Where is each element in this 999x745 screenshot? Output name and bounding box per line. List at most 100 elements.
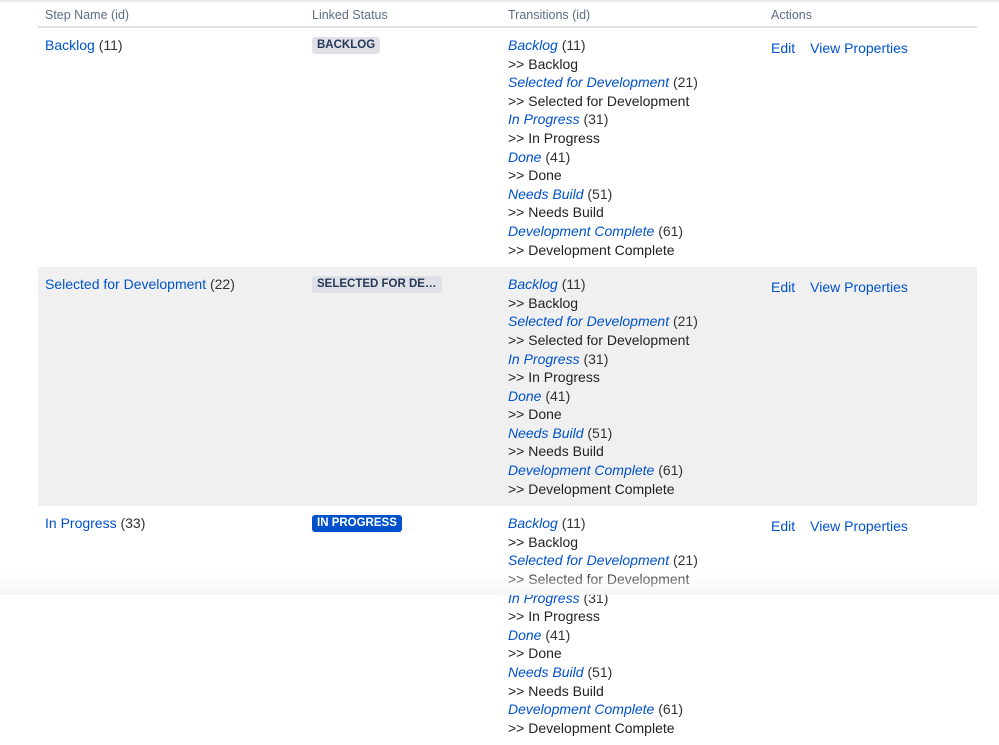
edit-link[interactable]: Edit [771, 279, 796, 296]
transition-id: (41) [545, 626, 571, 643]
status-badge: BACKLOG [312, 37, 381, 54]
step-name-link[interactable]: Backlog [45, 37, 95, 53]
transition-id: (11) [561, 276, 586, 293]
step-name-cell: Selected for Development (22) [38, 267, 305, 507]
transition-target: >> Done [508, 645, 562, 662]
transition-link[interactable]: In Progress [508, 111, 580, 128]
actions-cell: Edit View Properties [764, 506, 977, 745]
transition-id: (61) [658, 462, 684, 479]
transition-link[interactable]: Backlog [508, 276, 558, 293]
view-properties-link[interactable]: View Properties [810, 518, 908, 535]
transition-id: (41) [545, 387, 571, 404]
transition-link[interactable]: Development Complete [508, 222, 655, 239]
transition: Selected for Development (21) [508, 73, 757, 92]
linked-status-cell: BACKLOG [305, 27, 501, 267]
transition-link[interactable]: Done [508, 387, 542, 404]
top-border [0, 0, 999, 2]
transition: Needs Build (51) [508, 185, 757, 204]
transition-id: (11) [561, 37, 586, 53]
transition-target: >> Development Complete [508, 241, 675, 258]
transition: Needs Build (51) [508, 424, 757, 443]
transition: Done (41) [508, 626, 757, 645]
transition: Backlog (11) [508, 36, 757, 55]
transition: In Progress (31) [508, 110, 757, 129]
step-id: (11) [98, 37, 123, 53]
transition: Development Complete (61) [508, 222, 757, 241]
transition-target: >> In Progress [508, 608, 600, 625]
linked-status-cell: IN PROGRESS [305, 506, 501, 745]
transition-link[interactable]: Backlog [508, 515, 558, 532]
transition: Development Complete (61) [508, 700, 757, 719]
transition: Done (41) [508, 148, 757, 167]
transition-id: (21) [672, 74, 698, 91]
transition-id: (51) [587, 424, 613, 441]
header-transitions: Transitions (id) [501, 4, 764, 28]
status-badge: IN PROGRESS [312, 515, 402, 533]
step-id: (22) [209, 276, 235, 293]
actions-cell: Edit View Properties [764, 27, 977, 267]
transition-id: (31) [583, 111, 609, 128]
transition: Development Complete (61) [508, 461, 757, 480]
transition-target: >> Needs Build [508, 682, 604, 699]
view-properties-link[interactable]: View Properties [810, 279, 908, 296]
transition-link[interactable]: Development Complete [508, 701, 655, 718]
transition-target: >> Selected for Development [508, 331, 690, 348]
transition-id: (61) [658, 222, 684, 239]
transition-link[interactable]: Done [508, 626, 542, 643]
edit-link[interactable]: Edit [771, 518, 796, 535]
transition-target: >> Backlog [508, 294, 579, 311]
actions-cell: Edit View Properties [764, 267, 977, 507]
transition-target: >> Needs Build [508, 443, 604, 460]
transition-target: >> In Progress [508, 129, 600, 146]
transition-id: (51) [587, 185, 613, 202]
transition-link[interactable]: Needs Build [508, 424, 584, 441]
step-name-link[interactable]: Selected for Development [45, 276, 207, 293]
edit-link[interactable]: Edit [771, 40, 796, 56]
transition-target: >> Done [508, 167, 562, 184]
transition: Backlog (11) [508, 275, 757, 294]
transitions-cell: Backlog (11) >> Backlog Selected for Devel… [501, 267, 764, 507]
header-actions: Actions [764, 4, 977, 28]
transition-target: >> In Progress [508, 369, 600, 386]
transition-id: (41) [545, 148, 571, 165]
transition: Done (41) [508, 387, 757, 406]
transition: Selected for Development (21) [508, 312, 757, 331]
transition-link[interactable]: Development Complete [508, 462, 655, 479]
transition-link[interactable]: Needs Build [508, 185, 584, 202]
transition: Selected for Development (21) [508, 551, 757, 570]
transition: Backlog (11) [508, 514, 757, 533]
scroll-fade [0, 571, 999, 595]
table-row: Selected for Development (22) SELECTED F… [38, 267, 977, 507]
transition-link[interactable]: Selected for Development [508, 74, 670, 91]
transition-link[interactable]: Backlog [508, 37, 558, 53]
transition-target: >> Backlog [508, 55, 579, 72]
transition-id: (21) [672, 552, 698, 569]
transition-target: >> Backlog [508, 533, 579, 550]
step-name-cell: Backlog (11) [38, 27, 305, 267]
linked-status-cell: SELECTED FOR DEVELOPMENT [305, 267, 501, 507]
transition-target: >> Needs Build [508, 204, 604, 221]
table-row: Backlog (11) BACKLOG Backlog (11) >> Back… [38, 27, 977, 267]
step-id: (33) [120, 515, 146, 532]
table-row: In Progress (33) IN PROGRESS Backlog (11… [38, 506, 977, 745]
transition-id: (21) [672, 313, 698, 330]
header-linked-status: Linked Status [305, 4, 501, 28]
transition: In Progress (31) [508, 350, 757, 369]
transition-id: (61) [658, 701, 684, 718]
transitions-cell: Backlog (11) >> Backlog Selected for Devel… [501, 506, 764, 745]
status-badge: SELECTED FOR DEVELOPMENT [312, 276, 442, 294]
transition-link[interactable]: Selected for Development [508, 552, 670, 569]
transition-target: >> Selected for Development [508, 92, 690, 109]
transition-id: (11) [561, 515, 586, 532]
transition-id: (51) [587, 664, 613, 680]
transition-target: >> Done [508, 406, 562, 423]
step-name-cell: In Progress (33) [38, 506, 305, 745]
transition-id: (31) [583, 350, 609, 367]
transition-link[interactable]: In Progress [508, 350, 580, 367]
table-header: Step Name (id) Linked Status Transitions… [38, 4, 977, 28]
transition-link[interactable]: Done [508, 148, 542, 165]
step-name-link[interactable]: In Progress [45, 515, 117, 532]
transition-link[interactable]: Selected for Development [508, 313, 670, 330]
transition-link[interactable]: Needs Build [508, 664, 584, 680]
view-properties-link[interactable]: View Properties [810, 40, 908, 56]
